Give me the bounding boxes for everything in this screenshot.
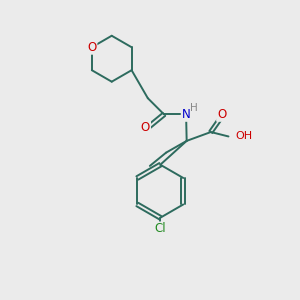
Text: H: H — [190, 103, 198, 113]
Text: OH: OH — [235, 131, 252, 142]
Text: O: O — [141, 121, 150, 134]
Text: Cl: Cl — [154, 222, 166, 236]
Text: N: N — [182, 108, 190, 121]
Text: O: O — [87, 41, 97, 54]
Text: O: O — [217, 108, 226, 121]
